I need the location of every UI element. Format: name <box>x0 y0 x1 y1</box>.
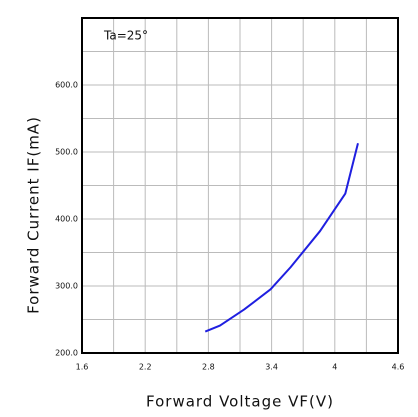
y-tick-label: 400.0 <box>55 215 78 224</box>
y-axis-label: Forward Current IF(mA) <box>25 116 43 314</box>
y-tick-label: 500.0 <box>55 148 78 157</box>
annotation: Ta=25° <box>103 29 148 43</box>
x-tick-label: 2.8 <box>202 363 215 372</box>
y-tick-label: 600.0 <box>55 81 78 90</box>
x-tick-label: 1.6 <box>76 363 89 372</box>
x-tick-label: 2.2 <box>139 363 152 372</box>
x-tick-label: 4 <box>332 363 337 372</box>
x-tick-label: 3.4 <box>265 363 278 372</box>
x-tick-label: 4.6 <box>392 363 405 372</box>
x-axis-label: Forward Voltage VF(V) <box>146 393 334 411</box>
data-line <box>204 143 359 333</box>
y-tick-label: 300.0 <box>55 282 78 291</box>
plot-frame <box>81 17 399 354</box>
y-tick-label: 200.0 <box>55 349 78 358</box>
